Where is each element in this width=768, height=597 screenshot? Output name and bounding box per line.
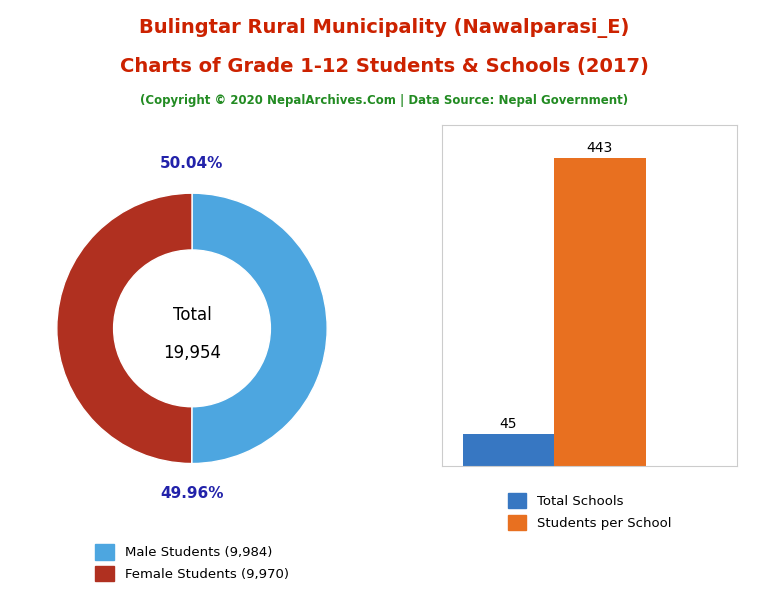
Text: Bulingtar Rural Municipality (Nawalparasi_E): Bulingtar Rural Municipality (Nawalparas… xyxy=(139,18,629,38)
Text: Charts of Grade 1-12 Students & Schools (2017): Charts of Grade 1-12 Students & Schools … xyxy=(120,57,648,76)
Text: 19,954: 19,954 xyxy=(163,344,221,362)
Wedge shape xyxy=(192,193,327,463)
Wedge shape xyxy=(57,193,192,463)
Text: 443: 443 xyxy=(587,140,613,155)
Text: Total: Total xyxy=(173,306,211,324)
Text: 45: 45 xyxy=(500,417,517,431)
Text: (Copyright © 2020 NepalArchives.Com | Data Source: Nepal Government): (Copyright © 2020 NepalArchives.Com | Da… xyxy=(140,94,628,107)
Bar xyxy=(554,158,646,466)
Bar xyxy=(462,435,554,466)
Text: 49.96%: 49.96% xyxy=(161,486,223,501)
Legend: Total Schools, Students per School: Total Schools, Students per School xyxy=(504,489,675,534)
Text: 50.04%: 50.04% xyxy=(161,156,223,171)
Legend: Male Students (9,984), Female Students (9,970): Male Students (9,984), Female Students (… xyxy=(91,540,293,585)
